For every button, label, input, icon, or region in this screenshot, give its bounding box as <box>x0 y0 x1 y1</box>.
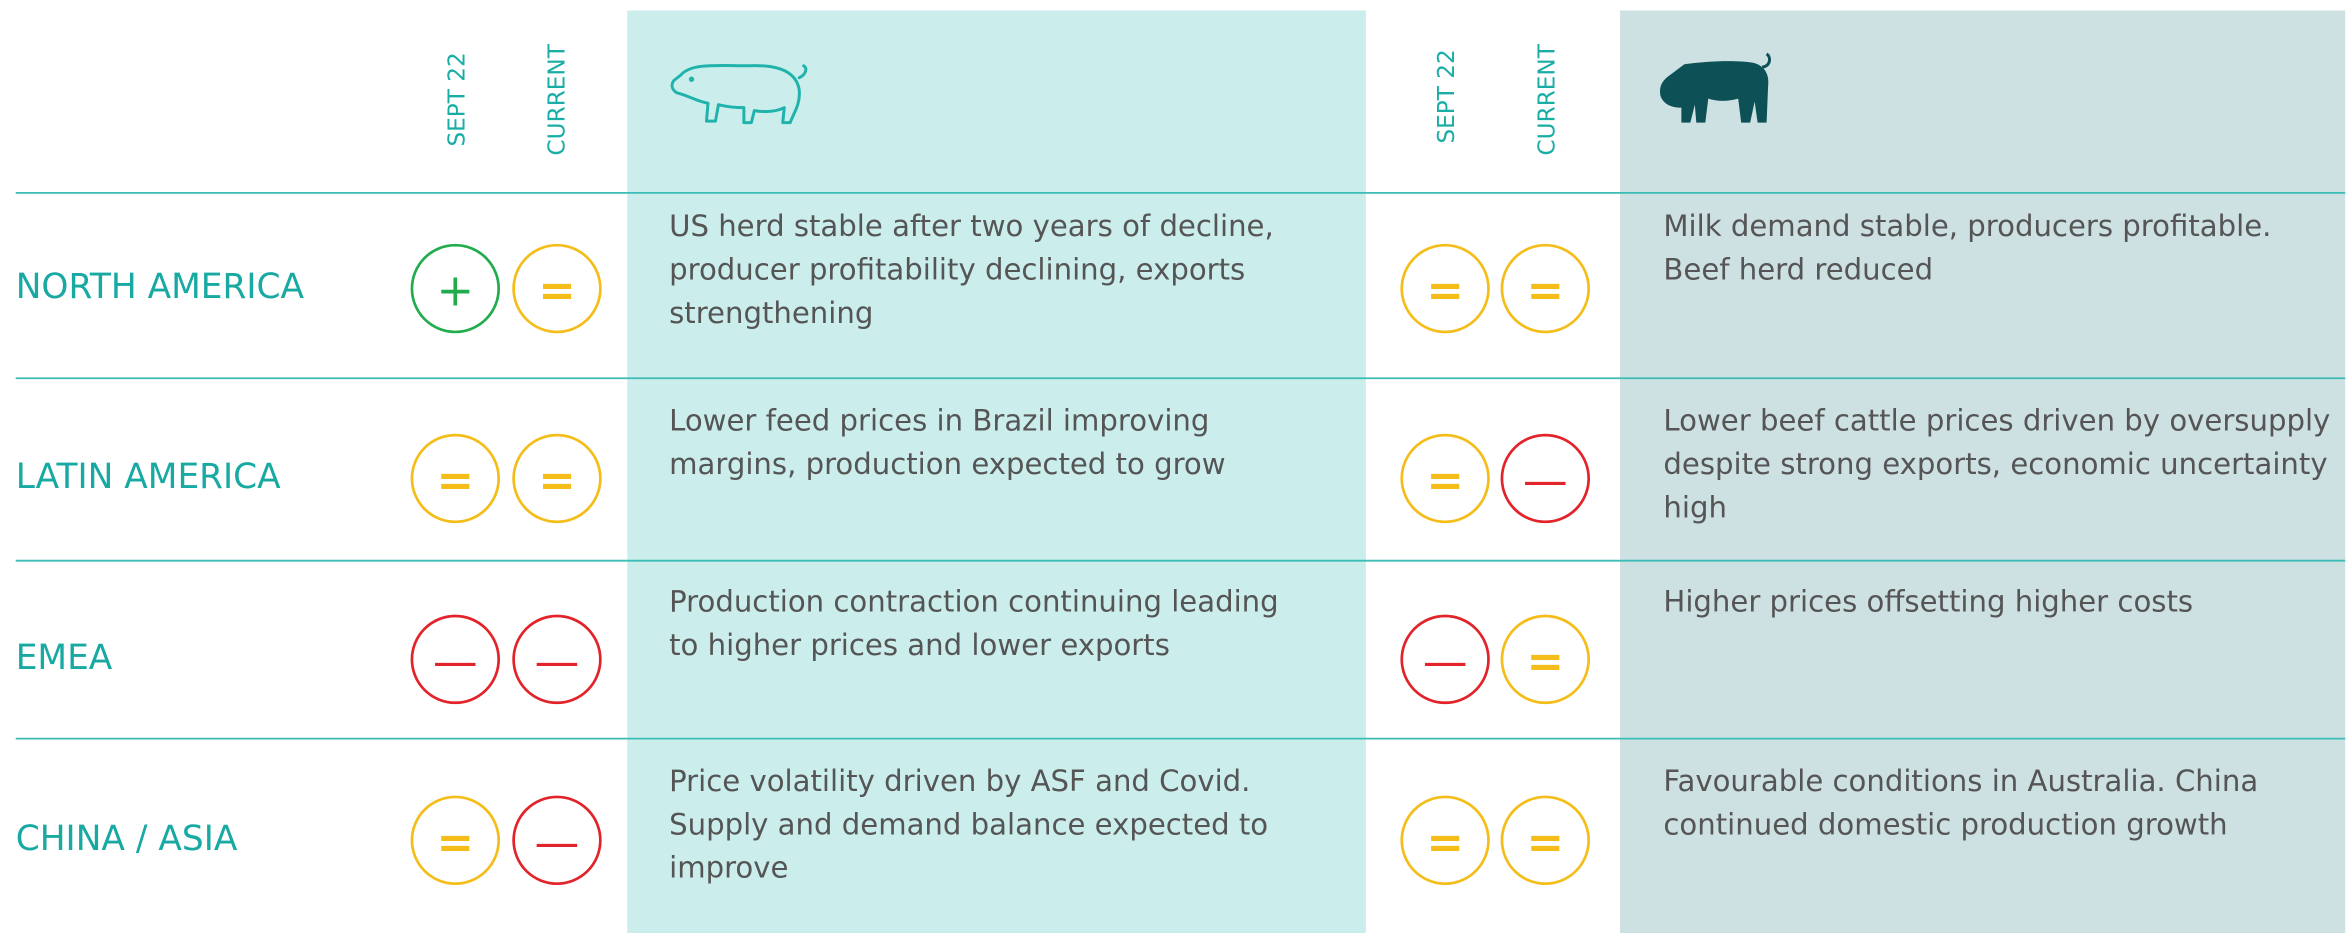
pork-description: Price volatility driven by ASF and Covid… <box>669 764 1250 798</box>
column-header: CURRENT <box>1533 43 1560 155</box>
status-symbol: = <box>1527 634 1565 687</box>
status-symbol: = <box>437 453 475 506</box>
region-label: EMEA <box>16 638 113 678</box>
status-symbol: — <box>535 634 580 687</box>
status-symbol: — <box>1423 634 1468 687</box>
status-symbol: = <box>437 815 475 868</box>
dairy-description: Favourable conditions in Australia. Chin… <box>1663 764 2258 798</box>
column-header: CURRENT <box>543 43 570 155</box>
dairy-description: Beef herd reduced <box>1663 253 1933 287</box>
status-symbol: + <box>437 264 475 317</box>
status-symbol: = <box>1426 815 1464 868</box>
status-symbol: = <box>538 264 576 317</box>
column-header: SEPT 22 <box>1433 49 1460 143</box>
dairy-description: Lower beef cattle prices driven by overs… <box>1663 404 2330 438</box>
outlook-table: SEPT 22 CURRENT SEPT 22 CURRENT NORTH AM… <box>0 0 2346 933</box>
dairy-description: continued domestic production growth <box>1663 807 2227 841</box>
dairy-description: Milk demand stable, producers profitable… <box>1663 209 2271 243</box>
pork-description: Lower feed prices in Brazil improving <box>669 404 1209 438</box>
status-symbol: = <box>1527 815 1565 868</box>
pork-description: margins, production expected to grow <box>669 447 1225 481</box>
region-label: NORTH AMERICA <box>16 267 305 307</box>
pork-description: to higher prices and lower exports <box>669 628 1170 662</box>
region-label: CHINA / ASIA <box>16 819 238 859</box>
pork-description: Supply and demand balance expected to <box>669 807 1268 841</box>
pork-description: strengthening <box>669 296 873 330</box>
status-symbol: = <box>538 453 576 506</box>
dairy-description: Higher prices offsetting higher costs <box>1663 585 2193 619</box>
status-symbol: — <box>433 634 478 687</box>
dairy-description: despite strong exports, economic uncerta… <box>1663 447 2327 481</box>
pork-description: producer profitability declining, export… <box>669 253 1245 287</box>
status-symbol: = <box>1527 264 1565 317</box>
status-symbol: = <box>1426 264 1464 317</box>
status-symbol: = <box>1426 453 1464 506</box>
pork-description: improve <box>669 851 788 885</box>
column-header: SEPT 22 <box>443 52 470 146</box>
region-label: LATIN AMERICA <box>16 457 281 497</box>
dairy-description: high <box>1663 490 1727 524</box>
status-symbol: — <box>1523 453 1568 506</box>
status-symbol: — <box>535 815 580 868</box>
pork-description: US herd stable after two years of declin… <box>669 209 1274 243</box>
pork-description: Production contraction continuing leadin… <box>669 585 1279 619</box>
